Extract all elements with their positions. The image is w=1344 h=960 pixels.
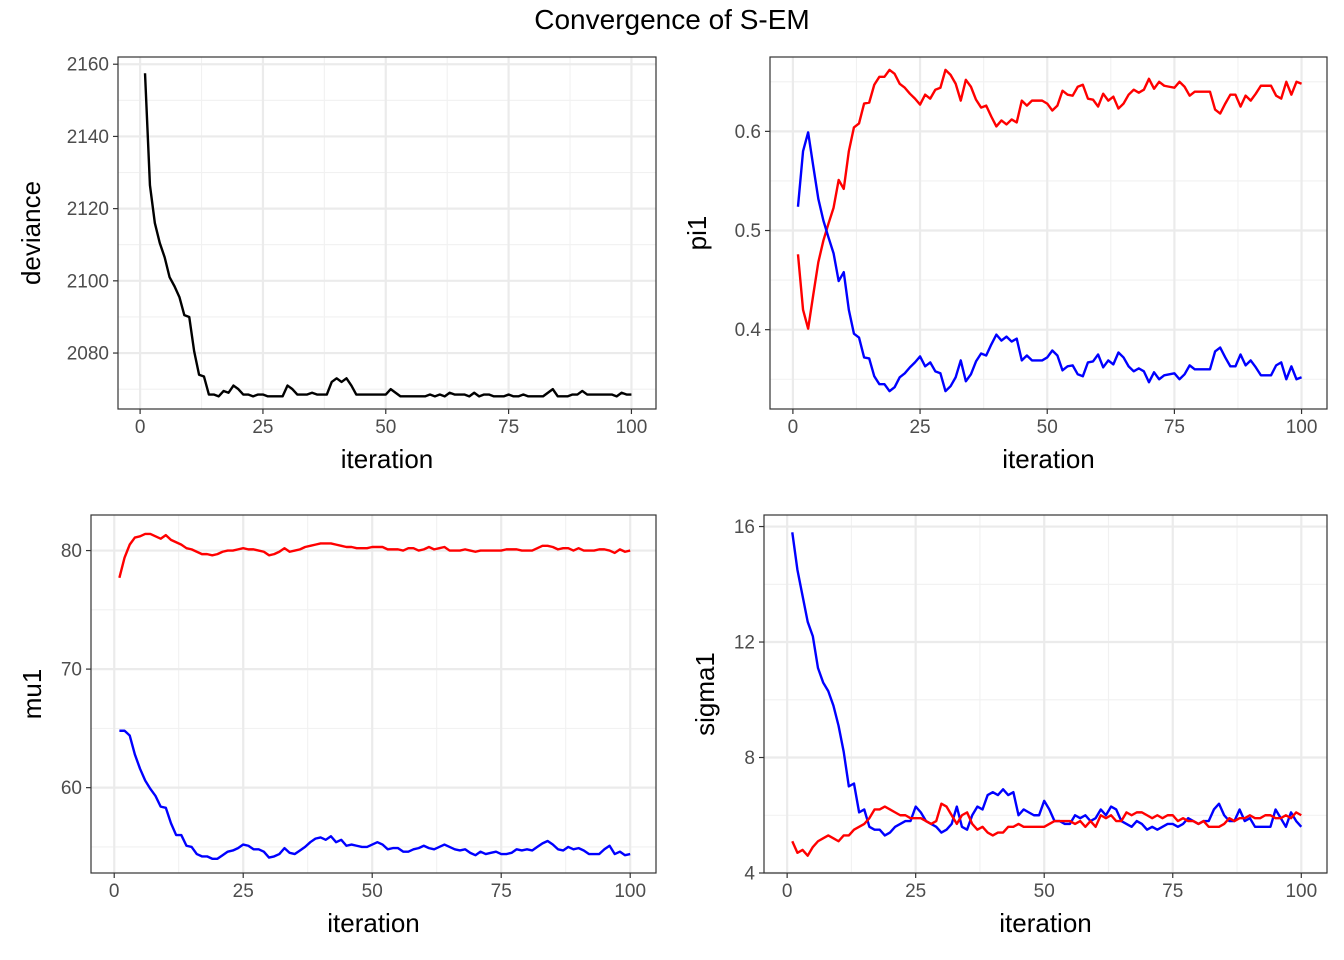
chart-title: Convergence of S-EM <box>534 4 810 35</box>
y-axis-title: deviance <box>16 181 46 285</box>
y-tick-label: 2080 <box>67 344 109 365</box>
series-line-2 <box>796 131 1303 393</box>
y-tick-label: 0.6 <box>735 122 761 143</box>
panel-border <box>769 56 1328 410</box>
y-tick-label: 2100 <box>67 271 109 292</box>
y-axis-title: pi1 <box>682 216 712 251</box>
series-line-1 <box>143 73 632 398</box>
series-line-1 <box>796 68 1303 330</box>
x-tick-label: 100 <box>616 417 648 438</box>
x-tick-label: 25 <box>905 881 926 902</box>
panel-sigma1: 0 25 50 75 100 4 8 12 16 iteration sigma1 <box>690 514 1328 938</box>
x-tick-label: 25 <box>909 417 930 438</box>
x-tick-label: 25 <box>233 881 254 902</box>
series-line-1 <box>791 532 1303 837</box>
x-tick-label: 0 <box>782 881 793 902</box>
panel-border <box>763 514 1328 874</box>
y-tick-label: 8 <box>744 748 755 769</box>
y-tick-label: 2140 <box>67 127 109 148</box>
x-tick-label: 50 <box>1034 881 1055 902</box>
x-axis-title: iteration <box>999 908 1092 938</box>
y-tick-label: 4 <box>744 864 755 885</box>
y-tick-label: 60 <box>61 778 82 799</box>
y-tick-label: 70 <box>61 660 82 681</box>
y-axis-title: mu1 <box>17 669 47 720</box>
y-tick-label: 0.5 <box>735 221 761 242</box>
x-tick-label: 50 <box>362 881 383 902</box>
panel-deviance: 0 25 50 75 100 2080 2100 2120 2140 2160 iteration d… <box>16 55 657 474</box>
x-tick-label: 100 <box>1286 417 1318 438</box>
y-tick-label: 0.4 <box>735 320 762 341</box>
y-tick-label: 80 <box>61 541 82 562</box>
y-axis-title: sigma1 <box>690 652 720 736</box>
panel-border <box>90 514 657 874</box>
x-tick-label: 75 <box>1162 881 1183 902</box>
x-tick-label: 25 <box>252 417 273 438</box>
x-tick-label: 75 <box>498 417 519 438</box>
x-axis-title: iteration <box>341 444 434 474</box>
y-tick-label: 16 <box>734 517 755 538</box>
series-line-2 <box>119 729 631 860</box>
panel-background <box>118 57 656 409</box>
series-line-2 <box>791 802 1302 857</box>
x-tick-label: 0 <box>109 881 120 902</box>
series-line-1 <box>118 532 631 579</box>
y-tick-label: 12 <box>734 633 755 654</box>
y-tick-label: 2160 <box>67 55 109 76</box>
y-tick-label: 2120 <box>67 199 109 220</box>
x-tick-label: 50 <box>375 417 396 438</box>
panel-border <box>117 56 657 410</box>
x-axis-title: iteration <box>1002 444 1095 474</box>
x-tick-label: 50 <box>1037 417 1058 438</box>
x-axis-title: iteration <box>327 908 420 938</box>
panel-background <box>764 515 1327 873</box>
panel-background <box>91 515 656 873</box>
panel-mu1: 0 25 50 75 100 60 70 80 iteration mu1 <box>17 514 657 938</box>
x-tick-label: 0 <box>135 417 146 438</box>
x-tick-label: 75 <box>1164 417 1185 438</box>
x-tick-label: 100 <box>1285 881 1317 902</box>
x-tick-label: 100 <box>614 881 646 902</box>
x-tick-label: 75 <box>491 881 512 902</box>
panel-pi1: 0 25 50 75 100 0.4 0.5 0.6 iteration pi1 <box>682 56 1328 474</box>
x-tick-label: 0 <box>788 417 799 438</box>
